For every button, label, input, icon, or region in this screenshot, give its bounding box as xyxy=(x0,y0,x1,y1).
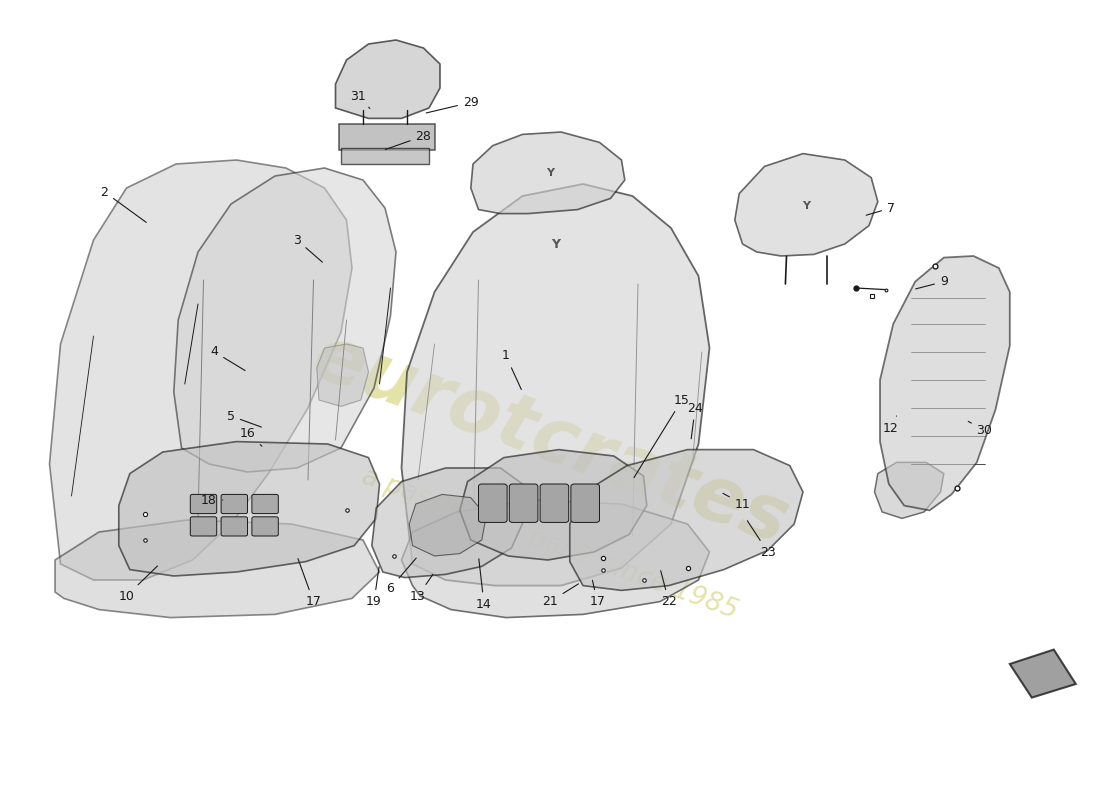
Polygon shape xyxy=(471,132,625,214)
Text: 16: 16 xyxy=(240,427,262,446)
FancyBboxPatch shape xyxy=(221,494,248,514)
Text: Y: Y xyxy=(802,201,811,210)
FancyBboxPatch shape xyxy=(571,484,600,522)
Text: 11: 11 xyxy=(723,494,750,510)
Text: Y: Y xyxy=(551,238,560,250)
Polygon shape xyxy=(402,184,710,586)
Polygon shape xyxy=(50,160,352,580)
Text: Y: Y xyxy=(546,168,554,178)
Polygon shape xyxy=(460,450,647,560)
Polygon shape xyxy=(402,500,710,618)
Polygon shape xyxy=(339,124,434,150)
Text: 18: 18 xyxy=(201,494,222,506)
FancyBboxPatch shape xyxy=(190,494,217,514)
Text: 21: 21 xyxy=(542,584,579,608)
Text: 5: 5 xyxy=(227,410,262,427)
Polygon shape xyxy=(570,450,803,590)
Text: a passion for parts since 1985: a passion for parts since 1985 xyxy=(359,464,741,624)
Polygon shape xyxy=(55,520,380,618)
Text: 2: 2 xyxy=(100,186,146,222)
Text: 31: 31 xyxy=(350,90,370,109)
Text: 9: 9 xyxy=(915,275,948,289)
FancyBboxPatch shape xyxy=(478,484,507,522)
Text: 4: 4 xyxy=(210,346,245,370)
Polygon shape xyxy=(735,154,878,256)
Text: 28: 28 xyxy=(385,130,431,150)
Polygon shape xyxy=(119,442,380,576)
Text: 7: 7 xyxy=(866,202,895,215)
Text: 17: 17 xyxy=(298,558,321,608)
Polygon shape xyxy=(880,256,1010,510)
FancyBboxPatch shape xyxy=(540,484,569,522)
FancyBboxPatch shape xyxy=(509,484,538,522)
Text: eurotcrates: eurotcrates xyxy=(302,319,798,561)
Text: 24: 24 xyxy=(688,402,703,439)
Polygon shape xyxy=(372,468,526,578)
Text: 23: 23 xyxy=(747,521,776,558)
Text: 13: 13 xyxy=(410,574,433,602)
FancyBboxPatch shape xyxy=(190,517,217,536)
Polygon shape xyxy=(174,168,396,472)
Text: 22: 22 xyxy=(661,570,676,608)
FancyBboxPatch shape xyxy=(252,517,278,536)
Text: 10: 10 xyxy=(119,566,157,602)
Polygon shape xyxy=(336,40,440,118)
Text: 30: 30 xyxy=(968,422,992,437)
FancyBboxPatch shape xyxy=(221,517,248,536)
Text: 1: 1 xyxy=(502,350,521,390)
FancyBboxPatch shape xyxy=(252,494,278,514)
Polygon shape xyxy=(409,494,486,556)
Text: 14: 14 xyxy=(476,558,492,610)
Polygon shape xyxy=(1010,650,1076,698)
Text: 15: 15 xyxy=(634,394,690,478)
Polygon shape xyxy=(341,148,429,164)
Text: 3: 3 xyxy=(293,234,322,262)
Text: 29: 29 xyxy=(426,96,478,113)
Text: 19: 19 xyxy=(366,566,382,608)
Text: 12: 12 xyxy=(883,416,899,434)
Polygon shape xyxy=(874,462,944,518)
Text: 6: 6 xyxy=(386,558,416,594)
Polygon shape xyxy=(317,344,368,406)
Text: 17: 17 xyxy=(590,580,605,608)
